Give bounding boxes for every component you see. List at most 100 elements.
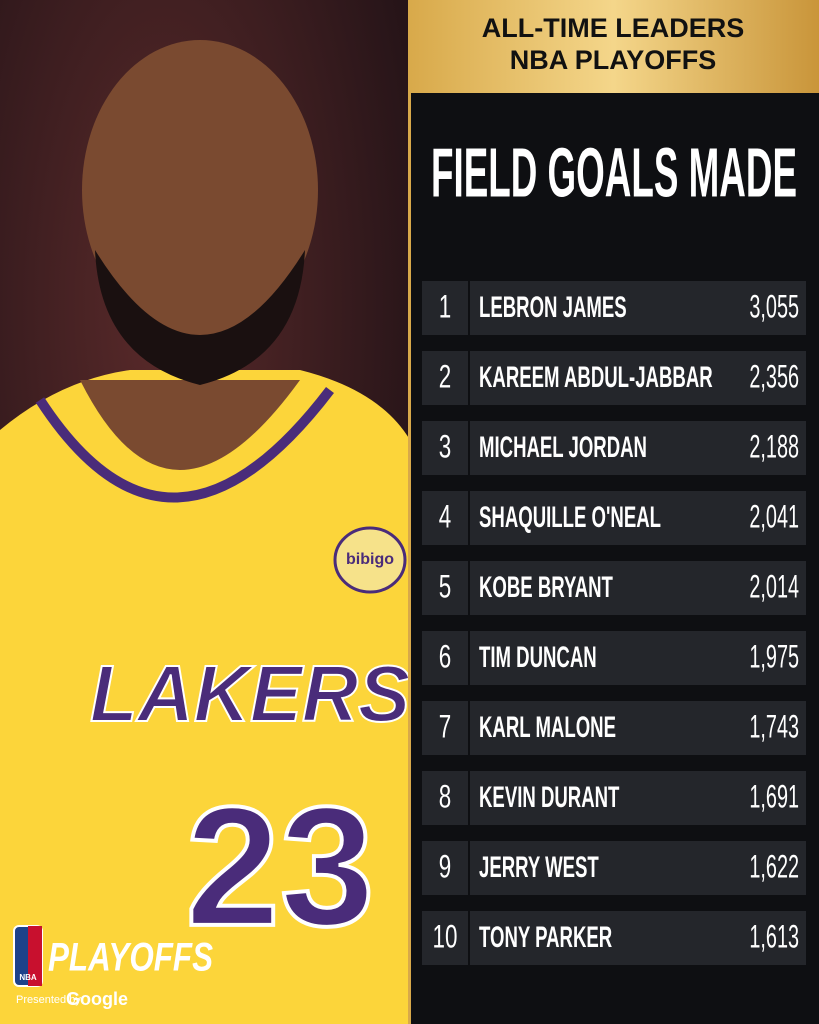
table: 1 LEBRON JAMES 3,055 2 KAREEM ABDUL-JABBAR 2,… [422, 281, 806, 965]
table-row: 6 TIM DUNCAN 1,975 [422, 631, 806, 685]
table-row: 9 JERRY WEST 1,622 [422, 841, 806, 895]
value-wrap: 3,055 [749, 289, 799, 325]
rank-wrap: 7 [439, 708, 451, 744]
name-wrap: KARL MALONE [479, 710, 616, 744]
name-cell [470, 701, 806, 755]
player-name: SHAQUILLE O'NEAL [479, 500, 661, 534]
name-cell [470, 631, 806, 685]
rank: 5 [439, 568, 451, 604]
name-wrap: TONY PARKER [479, 920, 612, 954]
jersey-collar [35, 386, 334, 503]
table-row: 1 LEBRON JAMES 3,055 [422, 281, 806, 335]
table-row: 5 KOBE BRYANT 2,014 [422, 561, 806, 615]
player-name: KEVIN DURANT [479, 780, 619, 814]
field-goals: 3,055 [749, 289, 799, 325]
rank: 4 [439, 498, 451, 534]
name-wrap: LEBRON JAMES [479, 290, 627, 324]
head [82, 40, 318, 340]
field-goals: 1,743 [749, 709, 799, 745]
rank: 1 [439, 288, 451, 324]
jersey [0, 370, 410, 1024]
playoffs-text: PLAYOFFS [48, 936, 213, 980]
name-wrap: KAREEM ABDUL-JABBAR [479, 360, 713, 394]
name-wrap: JERRY WEST [479, 850, 599, 884]
table-row: 2 KAREEM ABDUL-JABBAR 2,356 [422, 351, 806, 405]
table-row: 10 TONY PARKER 1,613 [422, 911, 806, 965]
rank-wrap: 3 [439, 428, 451, 464]
value-wrap: 2,014 [749, 569, 799, 605]
header-line: ALL-TIME LEADERS [482, 13, 745, 43]
panel-edge [408, 0, 411, 1024]
rank-cell [422, 841, 468, 895]
table-row: 4 SHAQUILLE O'NEAL 2,041 [422, 491, 806, 545]
nba-text: NBA [19, 973, 37, 982]
rank-cell [422, 631, 468, 685]
header-band [408, 0, 819, 93]
title: FIELD GOALS MADE [431, 133, 797, 211]
value-wrap: 1,743 [749, 709, 799, 745]
field-goals: 1,691 [749, 779, 799, 815]
player-name: KOBE BRYANT [479, 570, 613, 604]
header-line: NBA PLAYOFFS [510, 45, 717, 75]
rank-wrap: 8 [439, 778, 451, 814]
nba-logo-red [28, 926, 42, 986]
rank-cell [422, 491, 468, 545]
rank-wrap: 10 [433, 918, 458, 954]
field-goals: 2,041 [749, 499, 799, 535]
name-wrap: TIM DUNCAN [479, 640, 597, 674]
name-cell [470, 561, 806, 615]
name-cell [470, 351, 806, 405]
sponsor-text: bibigo [346, 551, 394, 568]
field-goals: 1,613 [749, 919, 799, 955]
beard [95, 250, 305, 385]
rank: 8 [439, 778, 451, 814]
field-goals: 2,356 [749, 359, 799, 395]
name-wrap: MICHAEL JORDAN [479, 430, 647, 464]
rank-cell [422, 561, 468, 615]
value-wrap: 2,188 [749, 429, 799, 465]
name-wrap: SHAQUILLE O'NEAL [479, 500, 661, 534]
rank-cell [422, 281, 468, 335]
value-wrap: 1,613 [749, 919, 799, 955]
rank: 9 [439, 848, 451, 884]
table-row: 7 KARL MALONE 1,743 [422, 701, 806, 755]
table-row: 8 KEVIN DURANT 1,691 [422, 771, 806, 825]
jersey-team: LAKERS [90, 649, 410, 738]
field-goals: 1,975 [749, 639, 799, 675]
name-cell [470, 771, 806, 825]
player-name: MICHAEL JORDAN [479, 430, 647, 464]
rank-cell [422, 771, 468, 825]
rank: 7 [439, 708, 451, 744]
player-name: TIM DUNCAN [479, 640, 597, 674]
name-cell [470, 281, 806, 335]
sponsor-patch [333, 526, 407, 594]
player-name: KARL MALONE [479, 710, 616, 744]
player-name: TONY PARKER [479, 920, 612, 954]
jersey-number: 23 [185, 772, 374, 962]
google-text: Google [66, 989, 128, 1009]
rank-wrap: 4 [439, 498, 451, 534]
name-cell [470, 491, 806, 545]
value-wrap: 1,691 [749, 779, 799, 815]
rank-cell [422, 701, 468, 755]
name-cell [470, 421, 806, 475]
table-row: 3 MICHAEL JORDAN 2,188 [422, 421, 806, 475]
name-cell [470, 841, 806, 895]
rank: 2 [439, 358, 451, 394]
rank: 3 [439, 428, 451, 464]
value-wrap: 2,041 [749, 499, 799, 535]
field-goals: 2,014 [749, 569, 799, 605]
rank-cell [422, 911, 468, 965]
value-wrap: 1,975 [749, 639, 799, 675]
name-wrap: KEVIN DURANT [479, 780, 619, 814]
rank-cell [422, 421, 468, 475]
name-cell [470, 911, 806, 965]
rank-wrap: 5 [439, 568, 451, 604]
rank-wrap: 1 [439, 288, 451, 324]
player-name: JERRY WEST [479, 850, 599, 884]
rank: 6 [439, 638, 451, 674]
name-wrap: KOBE BRYANT [479, 570, 613, 604]
rank-wrap: 2 [439, 358, 451, 394]
